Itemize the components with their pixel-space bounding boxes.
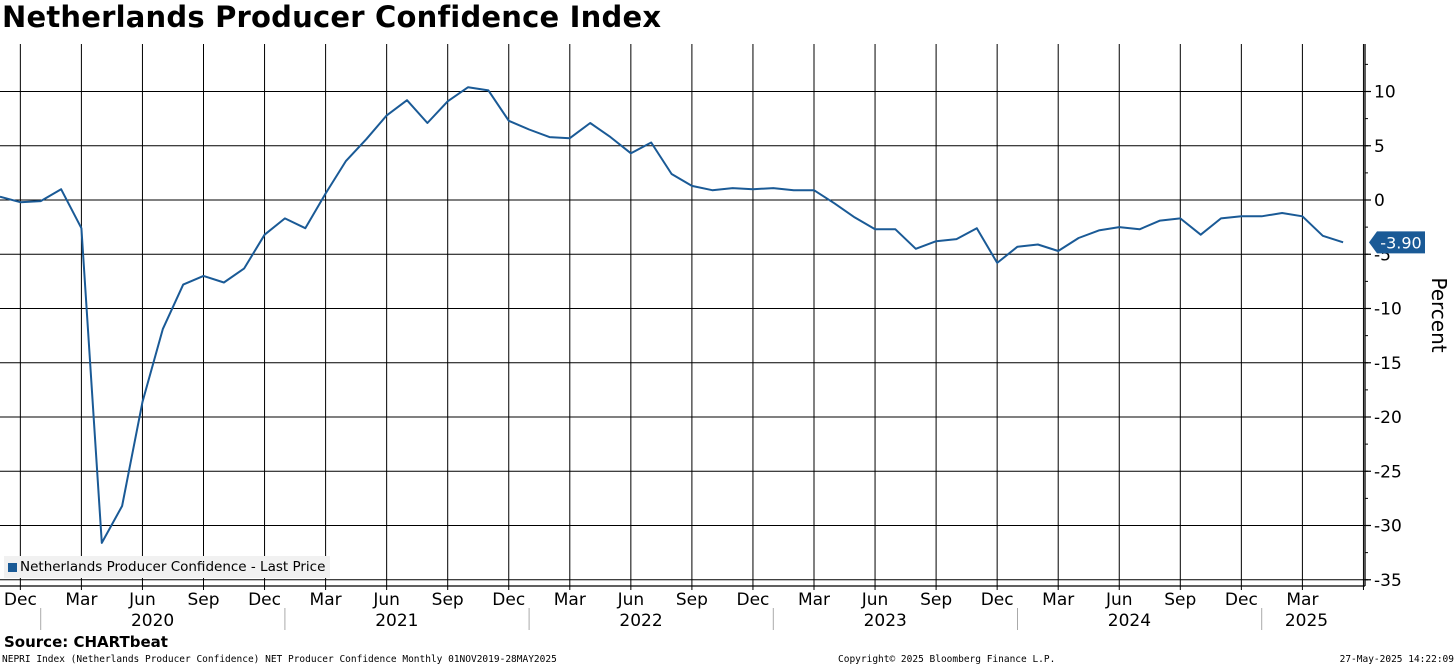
- plot-frame: [0, 44, 1365, 586]
- last-price-badge-label: -3.90: [1380, 233, 1421, 252]
- y-tick-label: -30: [1374, 517, 1402, 537]
- footer-description: NEPRI Index (Netherlands Producer Confid…: [2, 654, 557, 665]
- x-month-label: Mar: [798, 590, 830, 610]
- y-axis-title: Percent: [1427, 277, 1451, 352]
- x-month-label: Dec: [4, 590, 37, 610]
- x-month-label: Mar: [1042, 590, 1074, 610]
- x-month-label: Jun: [128, 590, 156, 610]
- x-month-label: Jun: [617, 590, 645, 610]
- x-month-label: Sep: [920, 590, 952, 610]
- x-year-label: 2020: [131, 611, 174, 631]
- y-tick-label: 10: [1374, 83, 1396, 103]
- x-month-label: Dec: [736, 590, 769, 610]
- x-month-label: Sep: [1164, 590, 1196, 610]
- x-year-label: 2023: [864, 611, 907, 631]
- last-price-badge: -3.90: [1369, 231, 1425, 254]
- y-tick-label: -35: [1374, 571, 1402, 591]
- series-points: [0, 87, 1343, 543]
- x-month-label: Sep: [676, 590, 708, 610]
- x-year-label: 2024: [1108, 611, 1151, 631]
- y-tick-label: -20: [1374, 408, 1402, 428]
- x-month-label: Jun: [372, 590, 400, 610]
- y-tick-label: 5: [1374, 137, 1385, 157]
- series-line: [0, 86, 1344, 544]
- x-month-label: Mar: [554, 590, 586, 610]
- y-tick-label: 0: [1374, 191, 1385, 211]
- source-note: Source: CHARTbeat: [4, 633, 168, 651]
- x-month-label: Mar: [65, 590, 97, 610]
- chart-title: Netherlands Producer Confidence Index: [2, 0, 662, 34]
- footer-copyright: Copyright© 2025 Bloomberg Finance L.P.: [838, 654, 1056, 665]
- last-price-badge-shape: [1369, 231, 1425, 254]
- y-tick-label: -10: [1374, 300, 1402, 320]
- x-month-label: Mar: [310, 590, 342, 610]
- x-month-label: Jun: [1105, 590, 1133, 610]
- x-month-label: Sep: [187, 590, 219, 610]
- x-month-label: Dec: [492, 590, 525, 610]
- legend-label: Netherlands Producer Confidence - Last P…: [20, 559, 326, 575]
- footer-timestamp: 27-May-2025 14:22:09: [1339, 654, 1454, 665]
- legend: Netherlands Producer Confidence - Last P…: [4, 556, 331, 578]
- x-year-label: 2021: [375, 611, 418, 631]
- x-month-label: Dec: [248, 590, 281, 610]
- x-month-label: Mar: [1286, 590, 1318, 610]
- x-year-label: 2025: [1285, 611, 1328, 631]
- x-month-label: Dec: [1225, 590, 1258, 610]
- y-tick-label: -15: [1374, 354, 1402, 374]
- legend-swatch: [8, 562, 17, 572]
- x-month-label: Sep: [432, 590, 464, 610]
- y-tick-label: -25: [1374, 462, 1402, 482]
- horizontal-gridlines: [0, 91, 1365, 581]
- x-axis-labels: Dec Mar Jun Sep Dec Mar Jun Sep Dec Mar Jun Sep Dec M…: [4, 586, 1364, 631]
- vertical-gridlines: [19, 44, 1364, 586]
- x-year-label: 2022: [619, 611, 662, 631]
- x-month-label: Dec: [981, 590, 1014, 610]
- x-month-label: Jun: [861, 590, 889, 610]
